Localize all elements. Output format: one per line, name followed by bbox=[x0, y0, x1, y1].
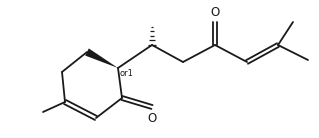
Text: O: O bbox=[210, 6, 219, 19]
Text: O: O bbox=[147, 112, 157, 125]
Text: or1: or1 bbox=[120, 69, 134, 78]
Polygon shape bbox=[85, 48, 118, 68]
